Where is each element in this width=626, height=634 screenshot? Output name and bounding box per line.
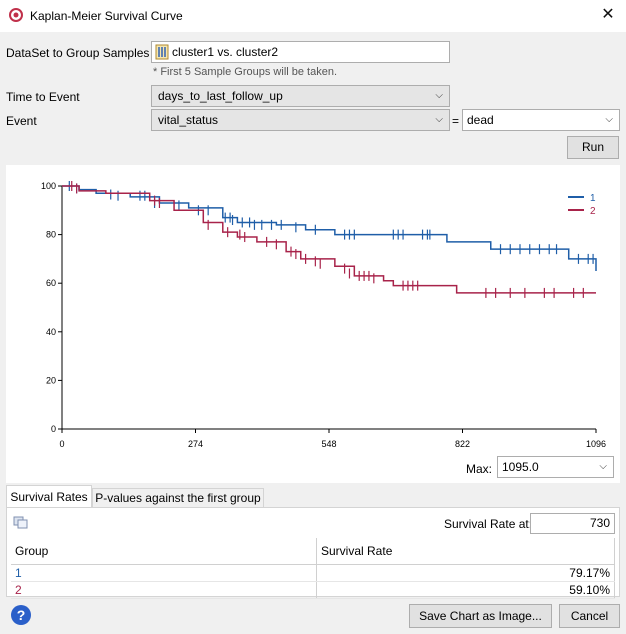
x-tick-label: 1096 (586, 439, 606, 449)
close-icon: ✕ (601, 6, 615, 23)
survival-rate-cell: 59.10% (316, 581, 615, 599)
y-tick-label: 0 (51, 424, 56, 434)
time-to-event-value: days_to_last_follow_up (158, 89, 283, 103)
group-cell: 2 (11, 581, 317, 599)
x-tick-label: 0 (59, 439, 64, 449)
x-tick-label: 274 (188, 439, 203, 449)
survival-rates-table: Group Survival Rate 1 79.17% 2 59.10% (11, 538, 615, 599)
event-label: Event (6, 114, 37, 128)
legend-label-1: 1 (590, 193, 596, 204)
survival-rate-at-input[interactable]: 730 (530, 513, 615, 534)
tab-p-values[interactable]: P-values against the first group (92, 488, 264, 507)
x-tick-label: 548 (321, 439, 336, 449)
copy-table-icon[interactable] (13, 516, 29, 530)
results-tabs: Survival Rates P-values against the firs… (6, 485, 620, 599)
group-cell: 1 (11, 564, 317, 582)
y-tick-label: 20 (46, 375, 56, 385)
x-tick-label: 822 (455, 439, 470, 449)
chevron-down-icon: ⌵ (435, 114, 443, 125)
app-logo-icon (9, 8, 23, 22)
table-row[interactable]: 2 59.10% (11, 581, 615, 599)
help-icon[interactable]: ? (11, 605, 31, 625)
max-label: Max: (466, 462, 493, 476)
column-header-survival-rate[interactable]: Survival Rate (316, 538, 615, 565)
run-button[interactable]: Run (567, 136, 619, 159)
survival-chart: 0 20 40 60 80 100 0 274 548 822 1096 1 2 (41, 181, 606, 449)
dataset-label: DataSet to Group Samples (6, 46, 150, 60)
dataset-hint: * First 5 Sample Groups will be taken. (153, 66, 338, 78)
close-button[interactable]: ✕ (596, 4, 620, 26)
y-tick-label: 80 (46, 230, 56, 240)
table-row[interactable]: 1 79.17% (11, 564, 615, 582)
survival-rate-at-label: Survival Rate at: (444, 517, 533, 531)
max-value: 1095.0 (502, 460, 539, 474)
equals-sign: = (452, 114, 460, 128)
event-state-select[interactable]: dead ⌵ (462, 109, 620, 131)
legend-label-2: 2 (590, 206, 596, 217)
event-state-value: dead (467, 113, 494, 127)
tab-survival-rates[interactable]: Survival Rates (6, 485, 92, 507)
survival-rate-cell: 79.17% (316, 564, 615, 582)
chart-panel: 0 20 40 60 80 100 0 274 548 822 1096 1 2 (6, 165, 620, 483)
max-select[interactable]: 1095.0 ⌵ (497, 456, 614, 478)
chevron-down-icon: ⌵ (605, 114, 613, 125)
save-chart-button[interactable]: Save Chart as Image... (409, 604, 552, 628)
y-tick-label: 40 (46, 327, 56, 337)
window-title: Kaplan-Meier Survival Curve (30, 9, 183, 23)
dataset-value: cluster1 vs. cluster2 (172, 45, 279, 59)
chevron-down-icon: ⌵ (435, 90, 443, 101)
time-to-event-select[interactable]: days_to_last_follow_up ⌵ (151, 85, 450, 107)
chevron-down-icon: ⌵ (599, 461, 607, 472)
survival-rates-panel: Survival Rate at: 730 Group Survival Rat… (6, 507, 620, 599)
cancel-button[interactable]: Cancel (559, 604, 620, 628)
event-value: vital_status (158, 113, 219, 127)
y-tick-label: 60 (46, 278, 56, 288)
event-select[interactable]: vital_status ⌵ (151, 109, 450, 131)
dataset-icon (155, 44, 169, 60)
table-header-row: Group Survival Rate (11, 538, 615, 565)
dataset-field[interactable]: cluster1 vs. cluster2 (151, 41, 450, 63)
time-to-event-label: Time to Event (6, 90, 80, 104)
column-header-group[interactable]: Group (11, 538, 317, 565)
title-bar (0, 0, 626, 32)
series-2-line (62, 185, 596, 294)
y-tick-label: 100 (41, 181, 56, 191)
